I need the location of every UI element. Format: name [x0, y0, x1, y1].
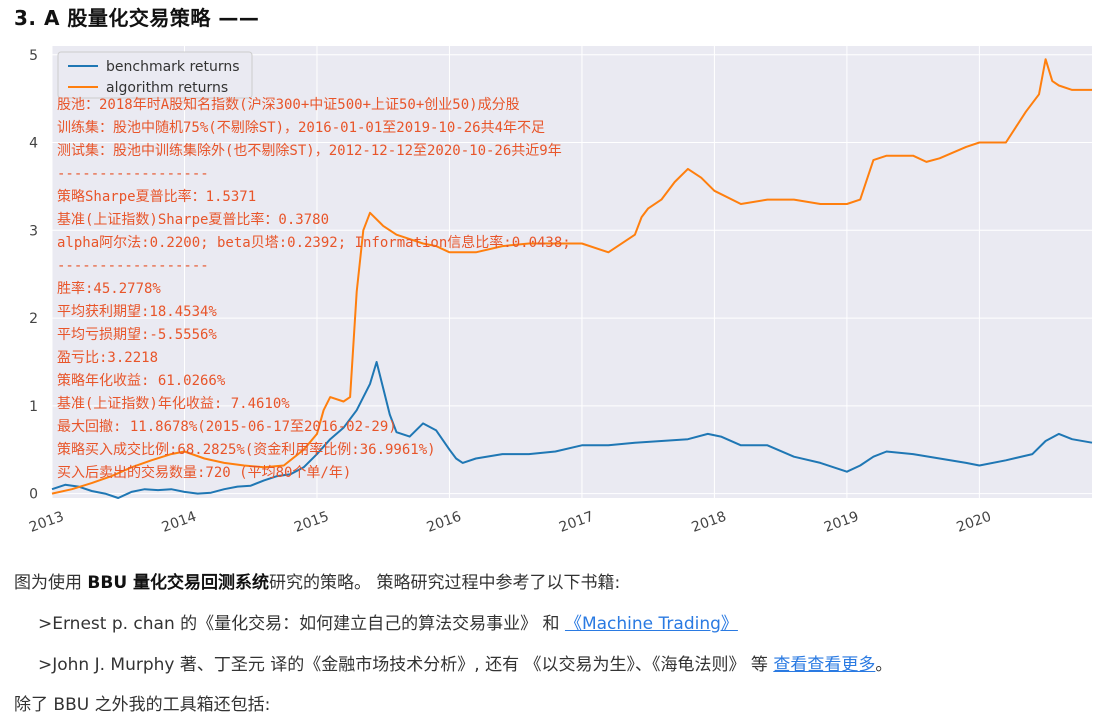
intro-prefix: 图为使用: [14, 573, 88, 593]
stats-annotation: 训练集：股池中随机75%(不剔除ST)，2016-01-01至2019-10-2…: [57, 119, 545, 136]
stats-annotation: 基准(上证指数)年化收益: 7.4610%: [57, 395, 290, 412]
toolbox-text: 除了 BBU 之外我的工具箱还包括:: [14, 695, 271, 715]
returns-chart: 0 1 2 3 4 5 2013 2014 2015 2016 2017 2018 2019 2020 be…: [27, 46, 1093, 536]
y-tick-label: 2: [29, 311, 38, 327]
x-tick-label: 2014: [160, 509, 199, 536]
y-tick-label: 1: [29, 399, 38, 415]
stats-annotation: 买入后卖出的交易数量:720 (平均80个单/年): [57, 464, 351, 481]
paragraph-toolbox: 除了 BBU 之外我的工具箱还包括:: [14, 690, 270, 715]
book-1-text: >Ernest p. chan 的《量化交易：如何建立自己的算法交易事业》 和: [38, 614, 565, 634]
x-tick-label: 2017: [557, 509, 596, 536]
stats-annotation: 胜率:45.2778%: [57, 280, 161, 297]
stats-annotation: 最大回撤: 11.8678%(2015-06-17至2016-02-29): [57, 419, 397, 435]
x-tick-label: 2020: [955, 509, 994, 536]
stats-annotation: 平均亏损期望:-5.5556%: [57, 327, 217, 343]
machine-trading-link[interactable]: 《Machine Trading》: [564, 614, 738, 634]
plot-background: [52, 46, 1092, 498]
paragraph-book-2: >John J. Murphy 著、丁圣元 译的《金融市场技术分析》, 还有 《…: [38, 650, 892, 675]
paragraph-intro: 图为使用 BBU 量化交易回测系统研究的策略。 策略研究过程中参考了以下书籍:: [14, 568, 620, 593]
y-tick-label: 4: [29, 136, 38, 152]
x-tick-label: 2018: [690, 509, 729, 536]
benchmark-returns-line: [51, 361, 1093, 499]
section-number: 3.: [14, 6, 37, 30]
book-2-suffix: 。: [875, 655, 893, 675]
legend-box: [57, 51, 253, 99]
y-tick-label: 0: [29, 487, 38, 503]
x-tick-label: 2019: [822, 509, 861, 536]
stats-annotation: 策略年化收益: 61.0266%: [57, 372, 226, 389]
stats-annotation: 基准(上证指数)Sharpe夏普比率：0.3780: [57, 211, 329, 228]
stats-annotation: 策略Sharpe夏普比率：1.5371: [57, 188, 256, 205]
legend-label: algorithm returns: [106, 80, 228, 96]
stats-annotation: 股池：2018年时A股知名指数(沪深300+中证500+上证50+创业50)成分…: [57, 96, 520, 113]
section-title: A 股量化交易策略 ——: [43, 6, 260, 30]
intro-system-name: BBU 量化交易回测系统: [87, 573, 270, 593]
stats-annotation: 平均获利期望:18.4534%: [57, 304, 217, 320]
book-2-text: >John J. Murphy 著、丁圣元 译的《金融市场技术分析》, 还有 《…: [38, 655, 774, 675]
see-more-link[interactable]: 查看查看更多: [773, 655, 876, 675]
stats-annotation: 测试集：股池中训练集除外(也不剔除ST)，2012-12-12至2020-10-…: [57, 142, 562, 159]
stats-annotation: alpha阿尔法:0.2200; beta贝塔:0.2392; Informat…: [57, 234, 571, 251]
legend-label: benchmark returns: [106, 59, 240, 75]
section-heading: 3. A 股量化交易策略 ——: [14, 2, 259, 31]
algorithm-returns-line: [51, 58, 1092, 495]
intro-suffix: 研究的策略。 策略研究过程中参考了以下书籍:: [269, 573, 621, 593]
stats-annotation: 策略买入成交比例:68.2825%(资金利用率比例:36.9961%): [57, 441, 436, 458]
stats-annotation: ------------------: [57, 166, 209, 182]
y-tick-label: 5: [29, 48, 38, 64]
y-tick-label: 3: [29, 223, 38, 239]
x-tick-label: 2015: [292, 509, 331, 536]
stats-annotation: ------------------: [57, 258, 209, 274]
x-tick-label: 2016: [425, 509, 464, 536]
paragraph-book-1: >Ernest p. chan 的《量化交易：如何建立自己的算法交易事业》 和 …: [38, 609, 738, 634]
stats-annotation: 盈亏比:3.2218: [57, 350, 158, 366]
x-tick-label: 2013: [27, 509, 66, 536]
